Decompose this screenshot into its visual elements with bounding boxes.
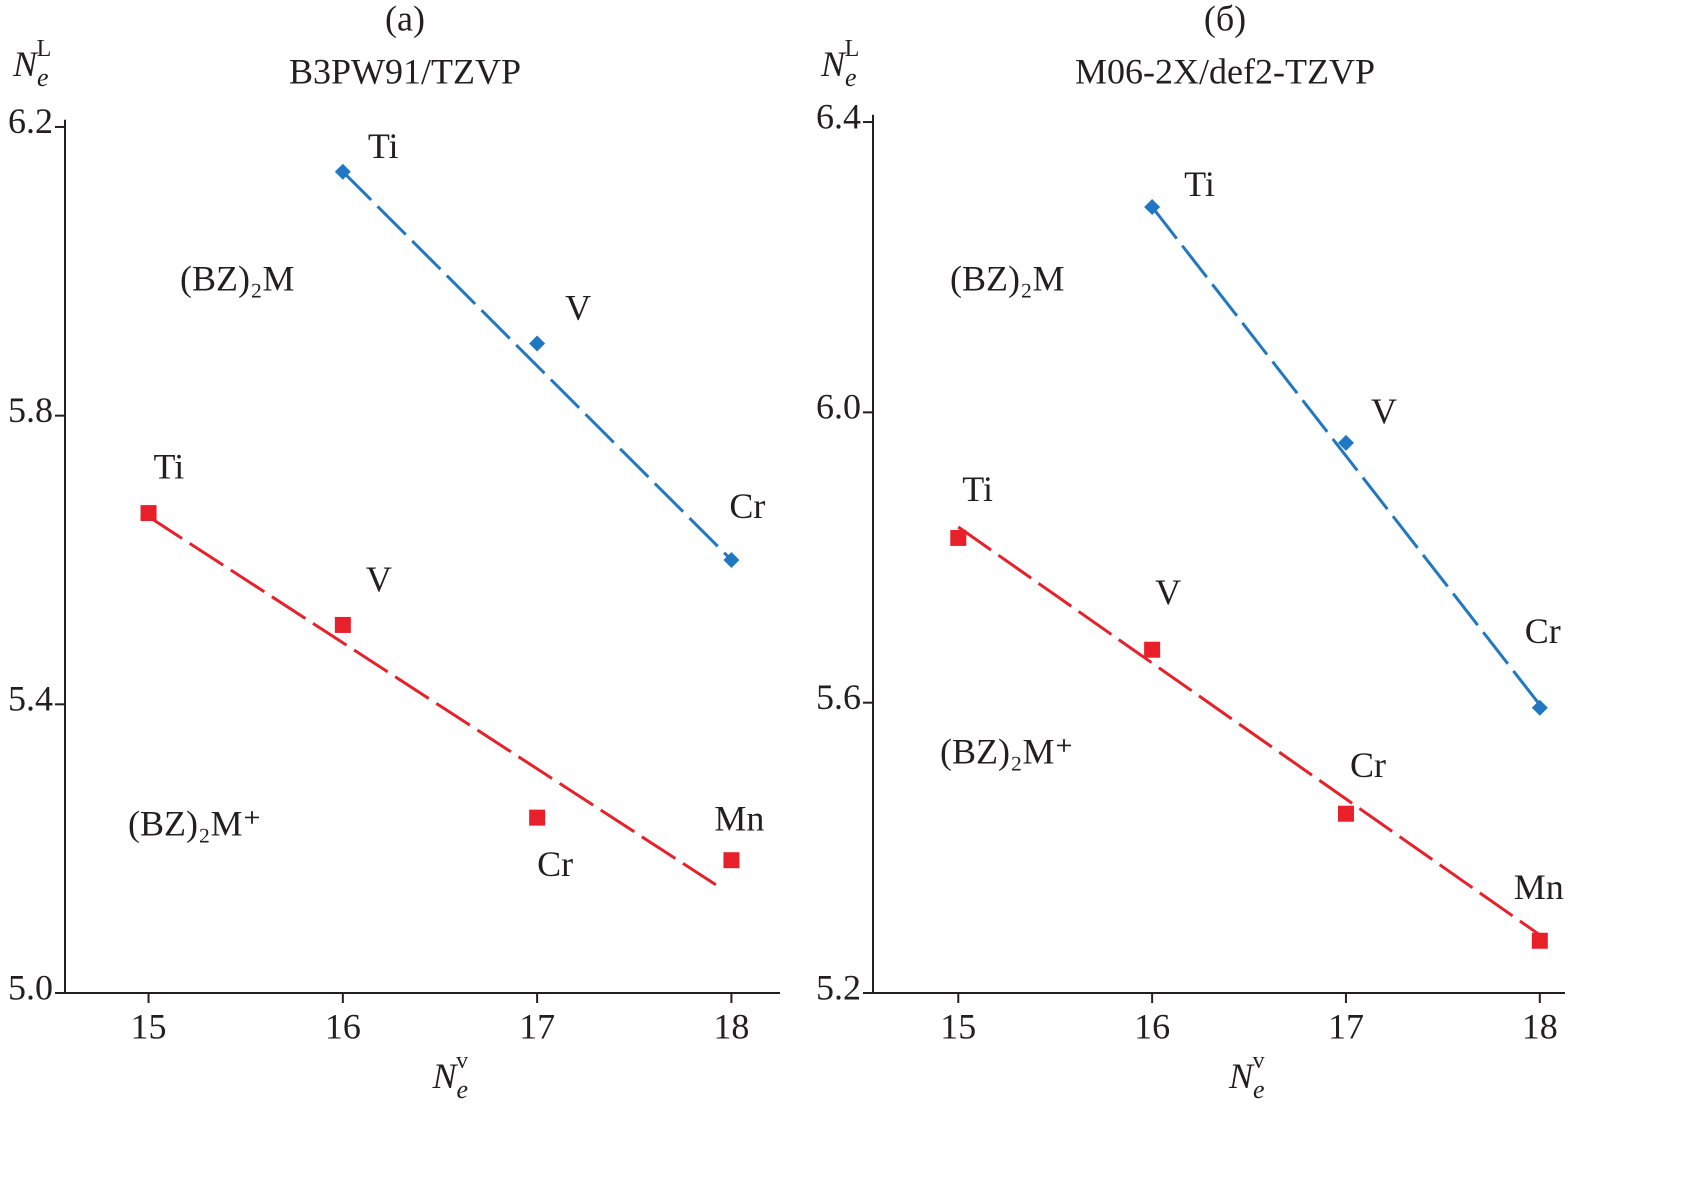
point-label: Cr: [1350, 745, 1386, 785]
y-axis-label: NeL: [820, 36, 859, 92]
point: [1531, 932, 1548, 949]
series-label: (BZ)₂M⁺: [940, 731, 1074, 771]
point: [723, 551, 740, 568]
y-axis-label: NeL: [12, 36, 51, 92]
x-tick-label: 16: [325, 1006, 361, 1046]
y-axis-label-sup: L: [845, 36, 860, 62]
point-label: Cr: [537, 844, 573, 884]
point: [140, 505, 157, 522]
point-label: Ti: [962, 469, 993, 509]
series-label: (BZ)₂M: [950, 258, 1065, 298]
point: [1337, 434, 1354, 451]
x-axis-label-sub: e: [457, 1075, 469, 1104]
point-label: Mn: [714, 798, 764, 838]
x-axis-label-sup: v: [456, 1048, 468, 1074]
point: [529, 809, 546, 826]
panel-label: (б): [1204, 0, 1246, 38]
y-axis-label-sub: e: [845, 63, 857, 92]
x-axis-label: Nev: [1228, 1048, 1265, 1104]
y-tick-label: 6.2: [8, 101, 53, 141]
point: [334, 616, 351, 633]
point: [529, 335, 546, 352]
x-axis-label-sub: e: [1253, 1075, 1265, 1104]
point-label: Cr: [729, 486, 765, 526]
point: [950, 529, 967, 546]
x-tick-label: 15: [131, 1006, 167, 1046]
point-label: V: [1155, 572, 1181, 612]
chart-title: B3PW91/TZVP: [289, 51, 521, 91]
y-tick-label: 5.6: [816, 677, 861, 717]
point-label: V: [366, 559, 392, 599]
point: [1144, 641, 1161, 658]
fit-line: [341, 170, 733, 562]
y-axis-label-base: N: [820, 44, 847, 84]
point: [1531, 699, 1548, 716]
point: [1144, 198, 1161, 215]
x-tick-label: 18: [1522, 1006, 1558, 1046]
y-axis-label-sub: e: [37, 63, 49, 92]
point-label: Ti: [1184, 164, 1215, 204]
x-axis-label-base: N: [432, 1056, 459, 1096]
series-label: (BZ)₂M⁺: [128, 803, 262, 843]
x-tick-label: 18: [713, 1006, 749, 1046]
x-tick-label: 17: [1328, 1006, 1364, 1046]
fit-line: [147, 515, 717, 887]
x-tick-label: 16: [1134, 1006, 1170, 1046]
fit-line: [1150, 206, 1541, 706]
x-axis-label-sup: v: [1253, 1048, 1265, 1074]
x-tick-label: 17: [519, 1006, 555, 1046]
y-tick-label: 5.8: [8, 390, 53, 430]
y-tick-label: 5.0: [8, 967, 53, 1007]
point-label: Mn: [1514, 867, 1564, 907]
y-tick-label: 5.2: [816, 967, 861, 1007]
point-label: Ti: [154, 446, 185, 486]
point: [334, 163, 351, 180]
panel-label: (a): [385, 0, 425, 38]
x-tick-label: 15: [940, 1006, 976, 1046]
point: [723, 852, 740, 869]
y-axis-label-base: N: [12, 44, 39, 84]
y-tick-label: 5.4: [8, 679, 53, 719]
x-axis-label-base: N: [1228, 1056, 1255, 1096]
point-label: V: [1371, 391, 1397, 431]
x-axis-label: Nev: [432, 1048, 469, 1104]
chart-title: M06-2X/def2-TZVP: [1075, 51, 1375, 91]
series-label: (BZ)₂M: [180, 258, 295, 298]
point-label: V: [565, 288, 591, 328]
point: [1337, 805, 1354, 822]
y-axis-label-sup: L: [37, 36, 52, 62]
y-tick-label: 6.4: [816, 96, 861, 136]
point-label: Ti: [368, 126, 399, 166]
point-label: Cr: [1525, 611, 1561, 651]
fit-line: [957, 525, 1541, 937]
y-tick-label: 6.0: [816, 387, 861, 427]
